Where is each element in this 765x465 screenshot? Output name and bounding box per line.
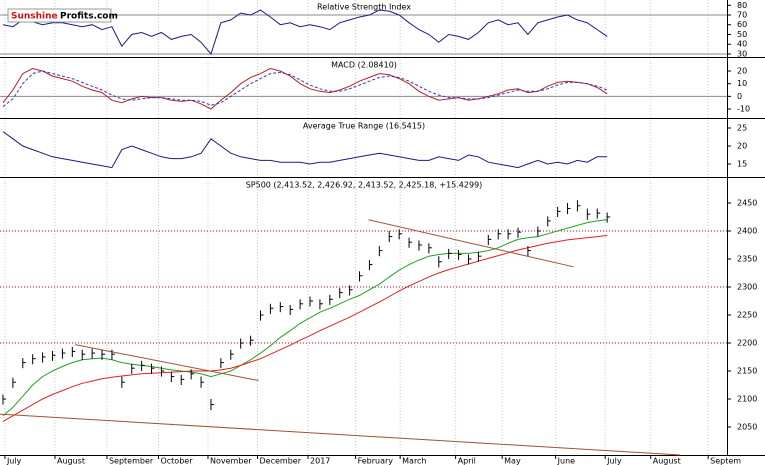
x-tick-label: December [260, 457, 302, 465]
x-tick-label: March [402, 457, 426, 465]
x-tick-label: November [210, 457, 252, 465]
panel-title: MACD (2.08410) [331, 61, 397, 70]
y-tick-label: 2100 [737, 394, 757, 403]
y-tick-label: 2050 [737, 422, 757, 431]
x-tick-label: August [653, 457, 681, 465]
logo-text: Profits.com [60, 12, 118, 22]
moving-average [2, 219, 608, 417]
x-tick-label: July [6, 457, 22, 465]
y-tick-label: 60 [737, 20, 747, 29]
x-tick-label: February [358, 457, 394, 465]
y-tick-label: 2400 [737, 226, 757, 235]
trend-line [368, 219, 574, 268]
y-tick-label: 10 [737, 79, 747, 88]
y-tick-label: 40 [737, 40, 747, 49]
x-tick-label: June [557, 457, 576, 465]
logo: Sunshine Profits.com [7, 8, 118, 23]
y-tick-label: 0 [737, 92, 742, 101]
y-tick-label: 20 [737, 142, 747, 151]
x-tick-label: July [606, 457, 622, 465]
y-tick-label: 2300 [737, 282, 757, 291]
x-tick-label: May [504, 457, 521, 465]
y-tick-label: 70 [737, 11, 747, 20]
y-tick-label: 15 [737, 160, 747, 169]
y-tick-label: -10 [737, 105, 750, 114]
series-line [2, 9, 608, 56]
panel-title: Average True Range (16.5415) [303, 122, 425, 131]
y-tick-label: 2150 [737, 366, 757, 375]
y-tick-label: 2250 [737, 310, 757, 319]
moving-average [2, 235, 608, 422]
y-tick-label: 20 [737, 67, 747, 76]
x-tick-label: October [160, 457, 193, 465]
x-tick-label: 2017 [310, 457, 330, 465]
series-line [2, 131, 608, 169]
y-tick-label: 2450 [737, 198, 757, 207]
x-tick-label: August [57, 457, 85, 465]
trend-line [0, 413, 681, 456]
logo-box [7, 8, 112, 23]
y-tick-label: 30 [737, 49, 747, 58]
x-tick-label: September [109, 457, 154, 465]
logo-text: Sunshine [11, 12, 58, 22]
y-tick-label: 50 [737, 30, 747, 39]
x-tick-label: April [458, 457, 476, 465]
y-tick-label: 2350 [737, 254, 757, 263]
trend-line [75, 344, 259, 382]
x-tick-label: Septem [710, 457, 741, 465]
y-tick-label: 80 [737, 1, 747, 10]
series-line [2, 67, 608, 110]
panel-title: SP500 (2,413.52, 2,426.92, 2,413.52, 2,4… [246, 181, 483, 190]
y-tick-label: 2200 [737, 338, 757, 347]
panel-title: Relative Strength Index [317, 3, 411, 12]
y-tick-label: 25 [737, 124, 747, 133]
